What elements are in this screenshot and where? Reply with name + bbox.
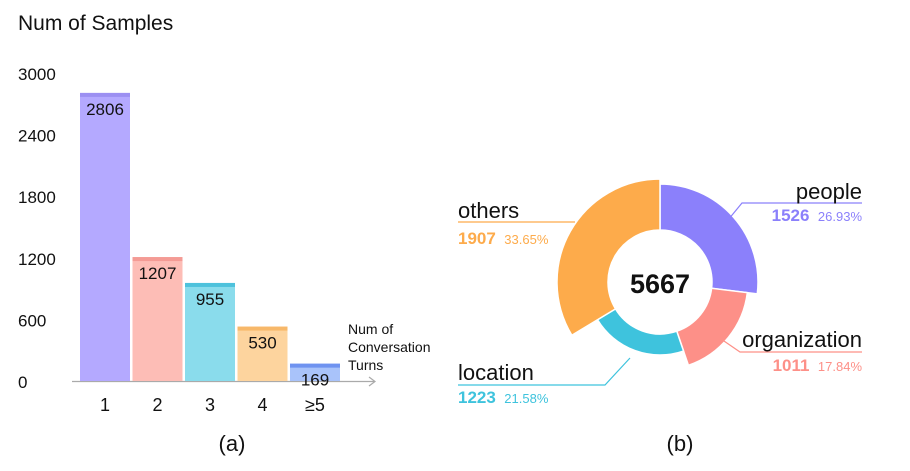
y-tick-label: 3000 (18, 65, 56, 84)
bar-cap (80, 92, 130, 97)
slice-stat-location: 1223 21.58% (458, 388, 549, 407)
slice-value-people: 1526 (772, 206, 810, 225)
x-tick-label: ≥5 (305, 395, 325, 415)
donut-center-total: 5667 (630, 269, 690, 299)
bar-data-label: 2806 (86, 100, 124, 119)
donut-slice-location (596, 307, 685, 356)
bar-data-label: 1207 (139, 264, 177, 283)
y-axis-title: Num of Samples (18, 12, 173, 35)
y-tick-label: 0 (18, 373, 27, 392)
slice-stat-others: 1907 33.65% (458, 229, 549, 248)
caption-b: (b) (667, 431, 694, 456)
bar-chart: Num of Samples 0 600 1200 1800 2400 3000 2806… (18, 12, 431, 456)
bar-cap (132, 257, 183, 262)
slice-value-organization: 1011 (773, 356, 810, 375)
slice-value-location: 1223 (458, 388, 496, 407)
y-tick-label: 1200 (18, 250, 56, 269)
slice-name-others: others (458, 198, 519, 223)
donut-slice-people (659, 183, 759, 295)
donut-slice-organization (675, 287, 749, 367)
slice-value-others: 1907 (458, 229, 496, 248)
x-axis-title-line-3: Turns (348, 357, 383, 373)
slice-percent-others: 33.65% (504, 232, 549, 247)
x-tick-label: 1 (100, 395, 110, 415)
bar (132, 257, 183, 381)
leader-lines (458, 202, 862, 386)
x-axis-title-line-2: Conversation (348, 339, 431, 355)
bar-chart-bars: 2806 1 1207 2 955 3 530 4 169 ≥5 (80, 92, 340, 415)
slice-name-people: people (796, 179, 862, 204)
bar (185, 282, 235, 381)
slice-percent-people: 26.93% (818, 209, 863, 224)
y-tick-label: 2400 (18, 127, 56, 146)
slice-label-organization: organization 1011 17.84% (742, 327, 862, 375)
slice-stat-people: 1526 26.93% (772, 206, 863, 225)
bar (290, 363, 340, 381)
leader-line-people (727, 202, 862, 221)
bar-chart-axes: 0 600 1200 1800 2400 3000 (18, 65, 376, 392)
slice-label-location: location 1223 21.58% (458, 360, 549, 407)
slice-label-people: people 1526 26.93% (772, 179, 863, 225)
x-tick-label: 4 (257, 395, 267, 415)
caption-a: (a) (219, 431, 246, 456)
x-tick-label: 3 (205, 395, 215, 415)
x-axis-title: Num of Conversation Turns (348, 321, 431, 373)
bar-data-label: 530 (248, 334, 276, 353)
slice-label-others: others 1907 33.65% (458, 198, 549, 248)
slice-name-organization: organization (742, 327, 862, 352)
slice-percent-organization: 17.84% (818, 359, 863, 374)
slice-stat-organization: 1011 17.84% (773, 356, 863, 375)
leader-line-organization (704, 327, 862, 353)
bar (80, 92, 130, 382)
x-tick-label: 2 (152, 395, 162, 415)
slice-name-location: location (458, 360, 534, 385)
bar-cap (185, 282, 235, 287)
donut-chart: 5667 people 1526 26.93% organization 101… (458, 178, 863, 456)
leader-line-location (458, 357, 631, 386)
donut-slices (556, 178, 759, 367)
slice-percent-location: 21.58% (504, 391, 549, 406)
y-tick-label: 1800 (18, 188, 56, 207)
bar-data-label: 955 (196, 290, 224, 309)
bar-cap (290, 363, 340, 368)
x-axis-title-line-1: Num of (348, 321, 393, 337)
x-axis-arrow (368, 376, 376, 387)
bar (237, 326, 288, 381)
bar-data-label: 169 (301, 371, 329, 390)
y-tick-label: 600 (18, 311, 46, 330)
bar-cap (237, 326, 288, 331)
donut-slice-others (556, 178, 661, 337)
